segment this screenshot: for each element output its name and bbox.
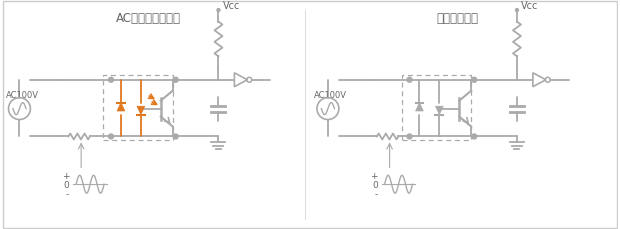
Polygon shape: [435, 107, 443, 115]
Text: AC入力対応カプラ: AC入力対応カプラ: [117, 11, 181, 25]
Text: -: -: [66, 189, 69, 198]
Text: -: -: [374, 189, 378, 198]
Text: Vcc: Vcc: [521, 1, 538, 11]
Text: +: +: [62, 171, 69, 180]
Circle shape: [108, 78, 113, 83]
Text: AC100V: AC100V: [6, 91, 38, 100]
Circle shape: [515, 10, 518, 13]
Polygon shape: [117, 103, 125, 112]
Polygon shape: [234, 74, 247, 87]
Text: 通常のカプラ: 通常のカプラ: [436, 11, 478, 25]
Polygon shape: [137, 107, 144, 115]
Circle shape: [472, 134, 477, 139]
Text: AC100V: AC100V: [314, 91, 347, 100]
Circle shape: [472, 78, 477, 83]
Circle shape: [407, 78, 412, 83]
Text: +: +: [370, 171, 378, 180]
Polygon shape: [415, 103, 423, 112]
Circle shape: [173, 134, 178, 139]
Text: 0: 0: [372, 180, 378, 189]
Circle shape: [108, 134, 113, 139]
Circle shape: [173, 78, 178, 83]
Text: 0: 0: [63, 180, 69, 189]
Polygon shape: [533, 74, 546, 87]
Circle shape: [217, 10, 220, 13]
Circle shape: [407, 134, 412, 139]
Text: Vcc: Vcc: [223, 1, 240, 11]
